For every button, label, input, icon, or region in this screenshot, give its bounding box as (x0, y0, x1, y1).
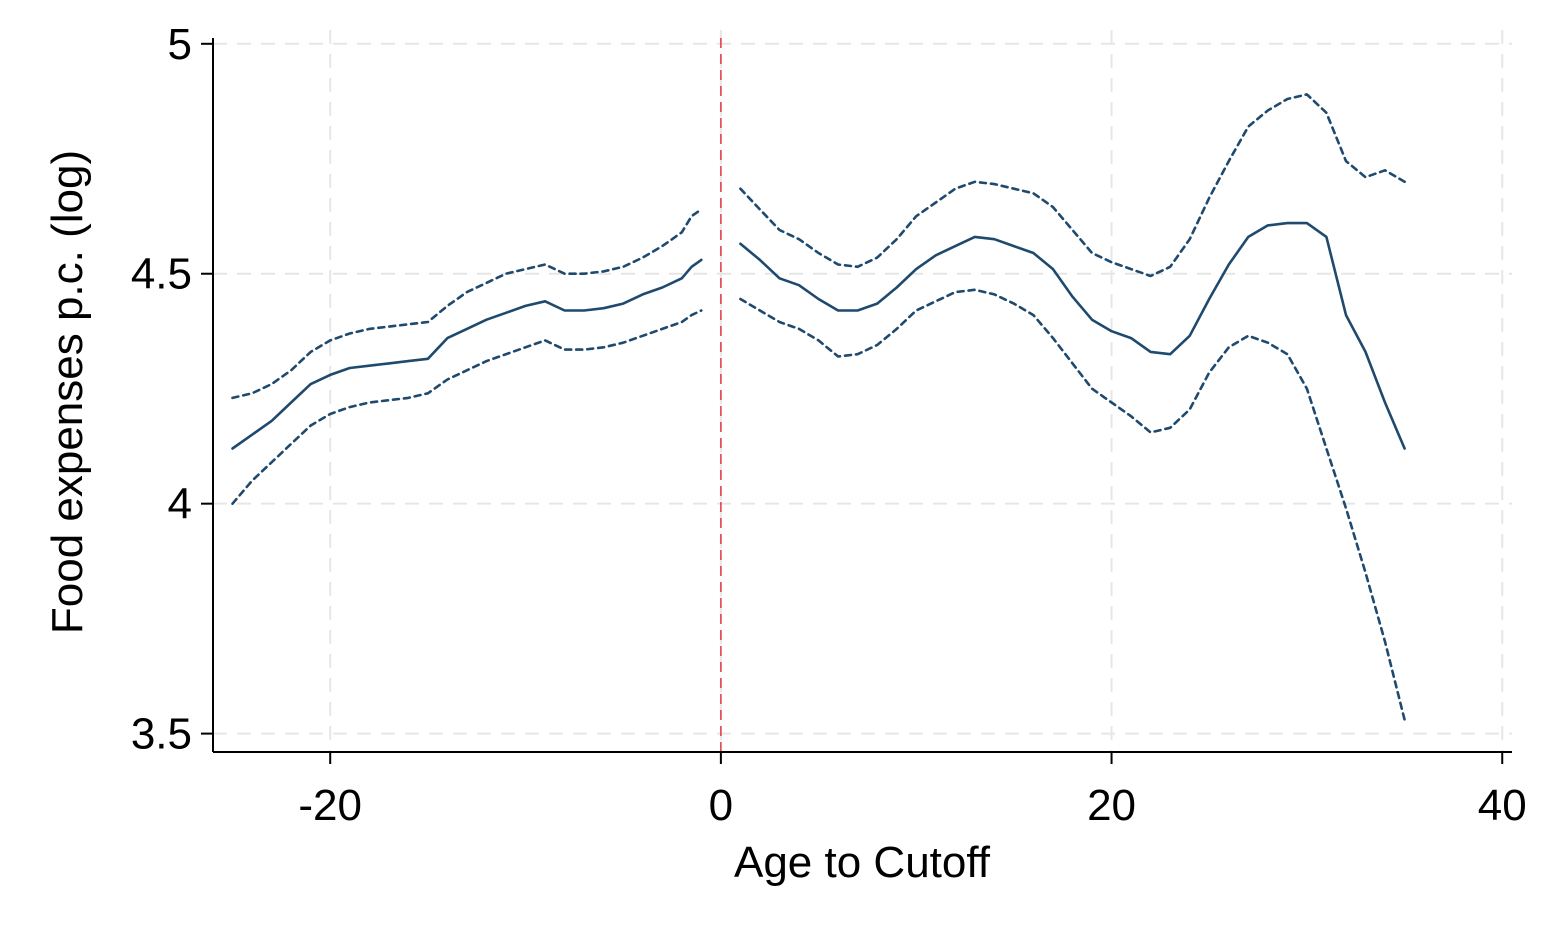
series-upper-right (739, 93, 1406, 278)
y-tick-label: 4.5 (131, 250, 192, 299)
y-axis-title: Food expenses p.c. (log) (43, 150, 92, 634)
series-lower-right (739, 288, 1406, 722)
series-upper-left (231, 208, 703, 400)
axes (201, 38, 1512, 764)
x-tick-label: 40 (1478, 781, 1527, 830)
y-tick-label: 4 (168, 480, 192, 529)
y-tick-label: 5 (168, 20, 192, 69)
series-estimate-left (231, 258, 703, 450)
series-lower-left (231, 309, 703, 506)
x-tick-label: 20 (1087, 781, 1136, 830)
series-estimate-right (739, 221, 1406, 450)
y-tick-label: 3.5 (131, 710, 192, 759)
x-tick-label: -20 (298, 781, 362, 830)
x-axis-title: Age to Cutoff (734, 838, 991, 887)
grid-lines (213, 30, 1512, 752)
tick-labels: -20 0 20 40 3.5 4 4.5 5 (131, 20, 1527, 830)
series-lines (231, 93, 1406, 722)
x-tick-label: 0 (709, 781, 733, 830)
